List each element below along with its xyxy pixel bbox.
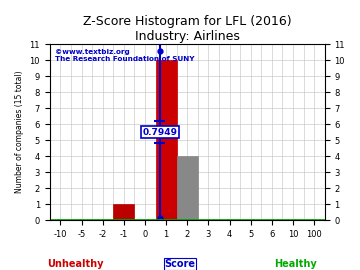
Bar bbox=[113, 204, 134, 220]
Text: 0.7949: 0.7949 bbox=[142, 128, 177, 137]
Text: Unhealthy: Unhealthy bbox=[47, 259, 103, 269]
Bar bbox=[156, 60, 177, 220]
Text: ©www.textbiz.org
The Research Foundation of SUNY: ©www.textbiz.org The Research Foundation… bbox=[55, 49, 195, 62]
Bar bbox=[177, 156, 198, 220]
Y-axis label: Number of companies (15 total): Number of companies (15 total) bbox=[15, 71, 24, 193]
Title: Z-Score Histogram for LFL (2016)
Industry: Airlines: Z-Score Histogram for LFL (2016) Industr… bbox=[83, 15, 292, 43]
Text: Healthy: Healthy bbox=[274, 259, 317, 269]
Text: Score: Score bbox=[165, 259, 195, 269]
